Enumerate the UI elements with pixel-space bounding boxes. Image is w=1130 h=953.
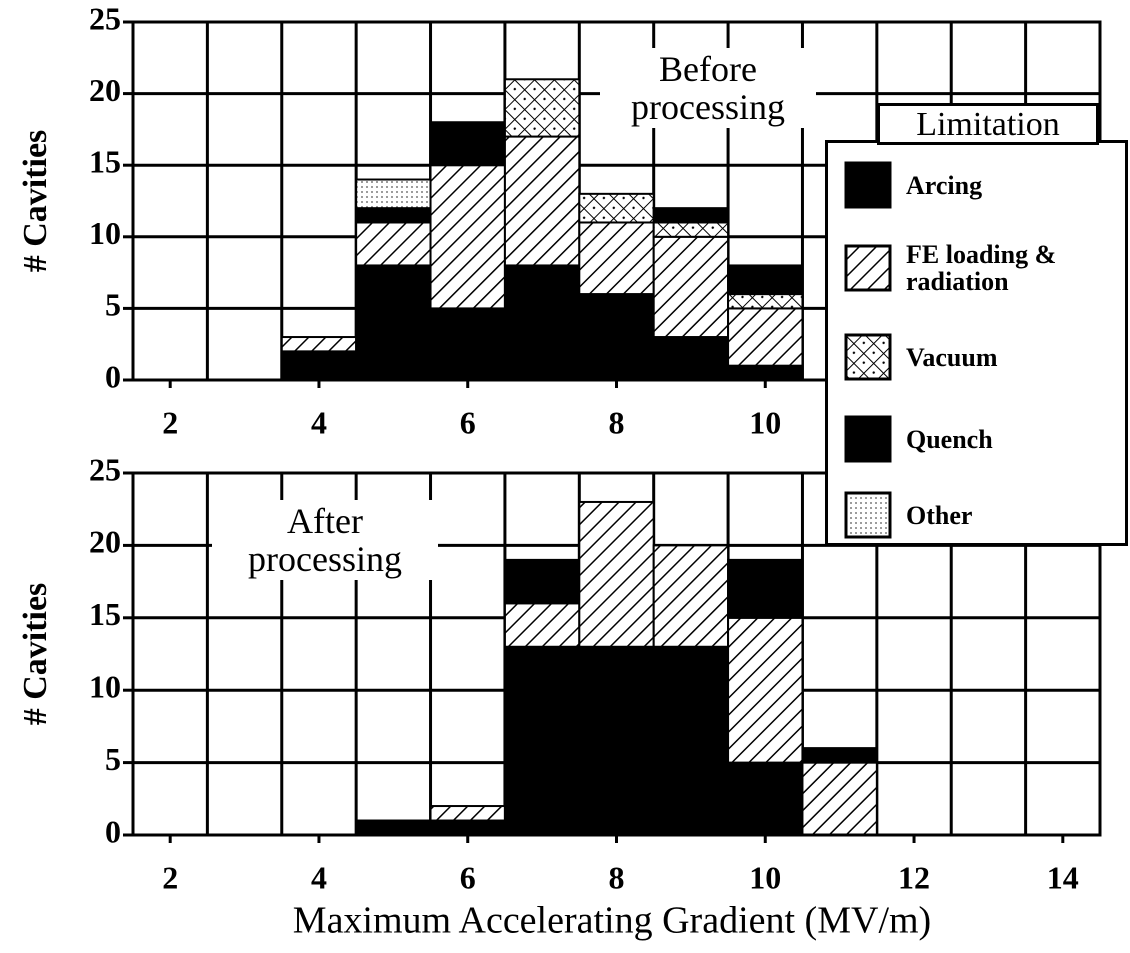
- legend-swatch-box: [844, 415, 892, 463]
- x-tick-label: 4: [311, 404, 327, 440]
- bar-segment: [801, 761, 878, 836]
- bar-segment: [727, 307, 804, 367]
- legend-label: Vacuum: [906, 342, 998, 372]
- bar-segment: [652, 221, 730, 238]
- legend-swatch: [844, 415, 892, 463]
- bar-segment: [429, 805, 506, 822]
- y-tick-label: 5: [105, 741, 121, 777]
- bar-segment: [652, 235, 730, 339]
- legend-swatch-box: [844, 333, 892, 381]
- bar-segment: [727, 616, 804, 764]
- legend: Arcing FE loading & radiation Vacuum Quench…: [825, 140, 1128, 546]
- y-tick-label: 20: [89, 72, 121, 108]
- legend-swatch: [844, 244, 892, 292]
- bar-segment: [578, 645, 655, 837]
- y-tick-label: 25: [89, 0, 121, 36]
- legend-entry: FE loading & radiation: [844, 241, 1076, 295]
- bar-segment: [429, 121, 506, 167]
- bar-segment: [355, 819, 432, 837]
- legend-label: FE loading & radiation: [906, 240, 1057, 296]
- x-tick-label: 14: [1047, 859, 1079, 895]
- legend-entry: Vacuum: [844, 333, 1116, 381]
- x-axis-label: Maximum Accelerating Gradient (MV/m): [293, 900, 931, 942]
- bar-segment: [727, 264, 804, 296]
- legend-entry: Arcing: [844, 161, 1116, 209]
- legend-swatch-box: [844, 161, 892, 209]
- bar-segment: [355, 264, 432, 381]
- bar-segment: [355, 207, 432, 224]
- y-tick-label: 10: [89, 215, 121, 251]
- y-axis-label: # Cavities: [17, 130, 54, 273]
- bar-segment: [429, 819, 506, 837]
- bar-segment: [652, 645, 730, 837]
- bar-segment: [503, 602, 581, 648]
- x-tick-label: 6: [460, 404, 476, 440]
- bar-segment: [578, 293, 655, 381]
- y-tick-label: 15: [89, 144, 121, 180]
- legend-label: Other: [906, 500, 973, 530]
- bar-segment: [652, 336, 730, 382]
- bar-segment: [578, 500, 655, 648]
- legend-title: Limitation: [877, 103, 1099, 145]
- legend-entry: Quench: [844, 415, 1116, 463]
- x-tick-label: 12: [898, 859, 930, 895]
- bar-segment: [503, 78, 581, 138]
- x-tick-label: 8: [609, 859, 625, 895]
- x-tick-label: 10: [749, 859, 781, 895]
- legend-label: Quench: [906, 424, 993, 454]
- bar-segment: [429, 164, 506, 310]
- legend-entry: Other: [844, 491, 1116, 539]
- bar-segment: [503, 264, 581, 381]
- bar-segment: [429, 307, 506, 381]
- y-tick-label: 10: [89, 669, 121, 705]
- x-tick-label: 2: [162, 404, 178, 440]
- bar-segment: [727, 364, 804, 381]
- bar-segment: [578, 192, 655, 224]
- legend-swatch: [844, 161, 892, 209]
- bar-segment: [280, 350, 358, 381]
- legend-swatch: [844, 491, 892, 539]
- bar-segment: [355, 178, 432, 210]
- annotation: Before processing: [600, 48, 816, 128]
- bar-segment: [727, 558, 804, 619]
- y-tick-label: 5: [105, 287, 121, 323]
- bar-segment: [503, 558, 581, 605]
- y-tick-label: 20: [89, 524, 121, 560]
- legend-label: Arcing: [906, 170, 983, 200]
- x-tick-label: 8: [609, 404, 625, 440]
- bar-segment: [652, 544, 730, 648]
- bar-segment: [727, 293, 804, 310]
- annotation: After processing: [212, 500, 438, 580]
- x-tick-label: 10: [749, 404, 781, 440]
- legend-swatch-box: [844, 491, 892, 539]
- y-tick-label: 0: [105, 358, 121, 394]
- x-tick-label: 4: [311, 859, 327, 895]
- y-axis-label: # Cavities: [17, 583, 54, 726]
- bar-segment: [727, 761, 804, 836]
- legend-swatch: [844, 333, 892, 381]
- y-tick-label: 25: [89, 451, 121, 487]
- bar-segment: [503, 135, 581, 267]
- bar-segment: [652, 207, 730, 224]
- plot-frame: [131, 471, 1102, 837]
- y-tick-label: 0: [105, 813, 121, 849]
- bar-segment: [801, 747, 878, 764]
- bar-segment: [355, 221, 432, 267]
- bar-segment: [503, 645, 581, 837]
- x-tick-label: 6: [460, 859, 476, 895]
- y-tick-label: 15: [89, 596, 121, 632]
- x-tick-label: 2: [162, 859, 178, 895]
- legend-swatch-box: [844, 244, 892, 292]
- bar-segment: [280, 336, 358, 353]
- bar-segment: [578, 221, 655, 296]
